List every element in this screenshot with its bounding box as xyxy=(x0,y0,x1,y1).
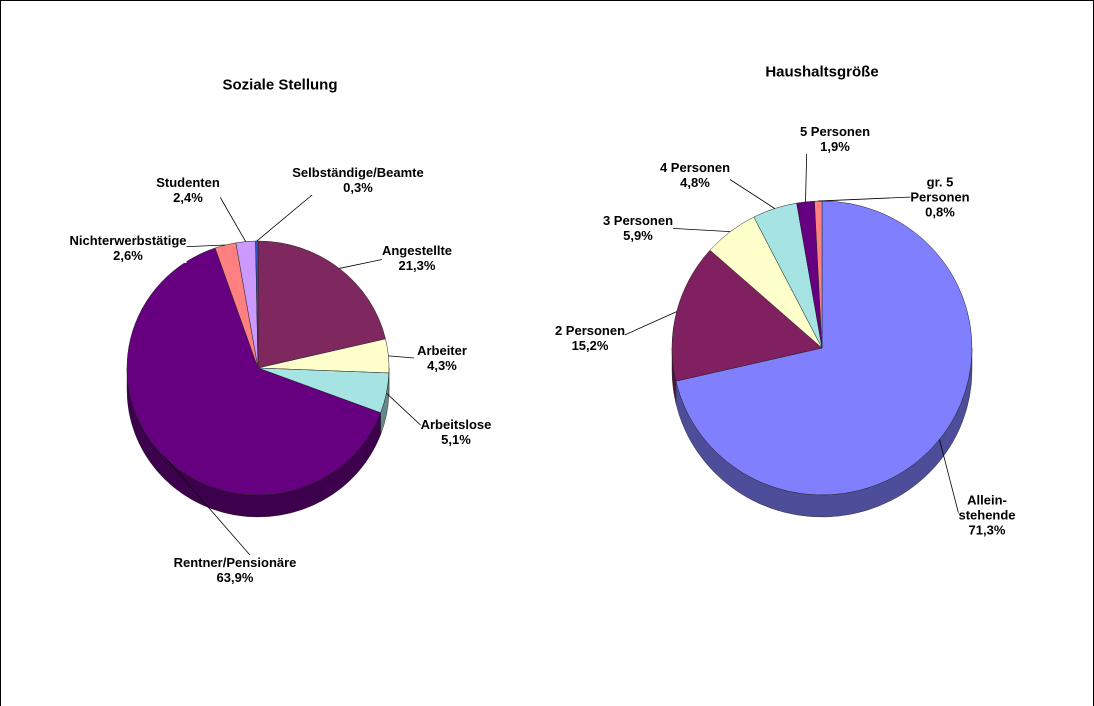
chart-title: Soziale Stellung xyxy=(222,76,338,94)
value-label: 21,3% xyxy=(398,258,436,273)
slice-label: Arbeiter 4,3% xyxy=(417,343,467,373)
slice-label: 5 Personen 1,9% xyxy=(799,124,871,154)
leader-line xyxy=(722,174,775,209)
category-label: 4 Personen xyxy=(659,160,731,175)
leader-line xyxy=(665,227,731,233)
leader-line xyxy=(939,439,960,516)
value-label: 63,9% xyxy=(216,570,254,585)
value-label: 0,3% xyxy=(343,180,373,195)
value-label: 2,6% xyxy=(113,248,143,263)
leader-line xyxy=(617,311,677,339)
slice-label: 3 Personen 5,9% xyxy=(602,213,674,243)
value-label: 4,3% xyxy=(427,358,457,373)
value-label: 71,3% xyxy=(968,522,1006,538)
category-label: Nichterwerbstätige xyxy=(69,233,187,248)
value-label: 5,1% xyxy=(441,432,471,447)
slice-label: Studenten 2,4% xyxy=(156,175,220,205)
category-label: Rentner/Pensionäre xyxy=(173,555,297,570)
pie-slice xyxy=(257,240,386,369)
value-label: 4,8% xyxy=(680,175,710,190)
leader-line xyxy=(339,257,390,269)
category-label: Angestellte xyxy=(381,243,453,258)
slice-label: 4 Personen 4,8% xyxy=(659,160,731,190)
leader-line xyxy=(163,456,264,571)
category-label: Arbeiter xyxy=(417,343,467,358)
chart-title: Haushaltsgröße xyxy=(765,63,879,81)
value-label: 15,2% xyxy=(571,338,609,353)
value-label: 2,4% xyxy=(173,190,203,205)
slice-label: Allein- stehende 71,3% xyxy=(958,492,1016,538)
pie-slice xyxy=(255,240,259,369)
value-label: 1,9% xyxy=(820,139,850,154)
slice-label: gr. 5 Personen 0,8% xyxy=(910,174,970,220)
leader-line xyxy=(215,189,247,242)
leader-line xyxy=(388,355,415,359)
slice-label: 2 Personen 15,2% xyxy=(554,323,626,353)
category-label: 2 Personen xyxy=(554,323,626,338)
category-label: Selbständige/Beamte xyxy=(292,165,424,180)
category-label: Allein- stehende xyxy=(958,492,1016,523)
category-label: Studenten xyxy=(156,175,220,190)
category-label: gr. 5 Personen xyxy=(910,174,970,205)
slice-label: Nichterwerbstätige 2,6% xyxy=(69,233,187,263)
category-label: Arbeitslose xyxy=(420,417,492,432)
slice-label: Angestellte 21,3% xyxy=(381,243,453,273)
category-label: 3 Personen xyxy=(602,213,674,228)
leader-line xyxy=(818,196,913,202)
value-label: 0,8% xyxy=(925,204,955,220)
pie-slice xyxy=(671,249,823,382)
slice-label: Rentner/Pensionäre 63,9% xyxy=(173,555,297,585)
value-label: 5,9% xyxy=(623,228,653,243)
slice-label: Arbeitslose 5,1% xyxy=(420,417,492,447)
slice-label: Selbständige/Beamte 0,3% xyxy=(292,165,424,195)
category-label: 5 Personen xyxy=(799,124,871,139)
